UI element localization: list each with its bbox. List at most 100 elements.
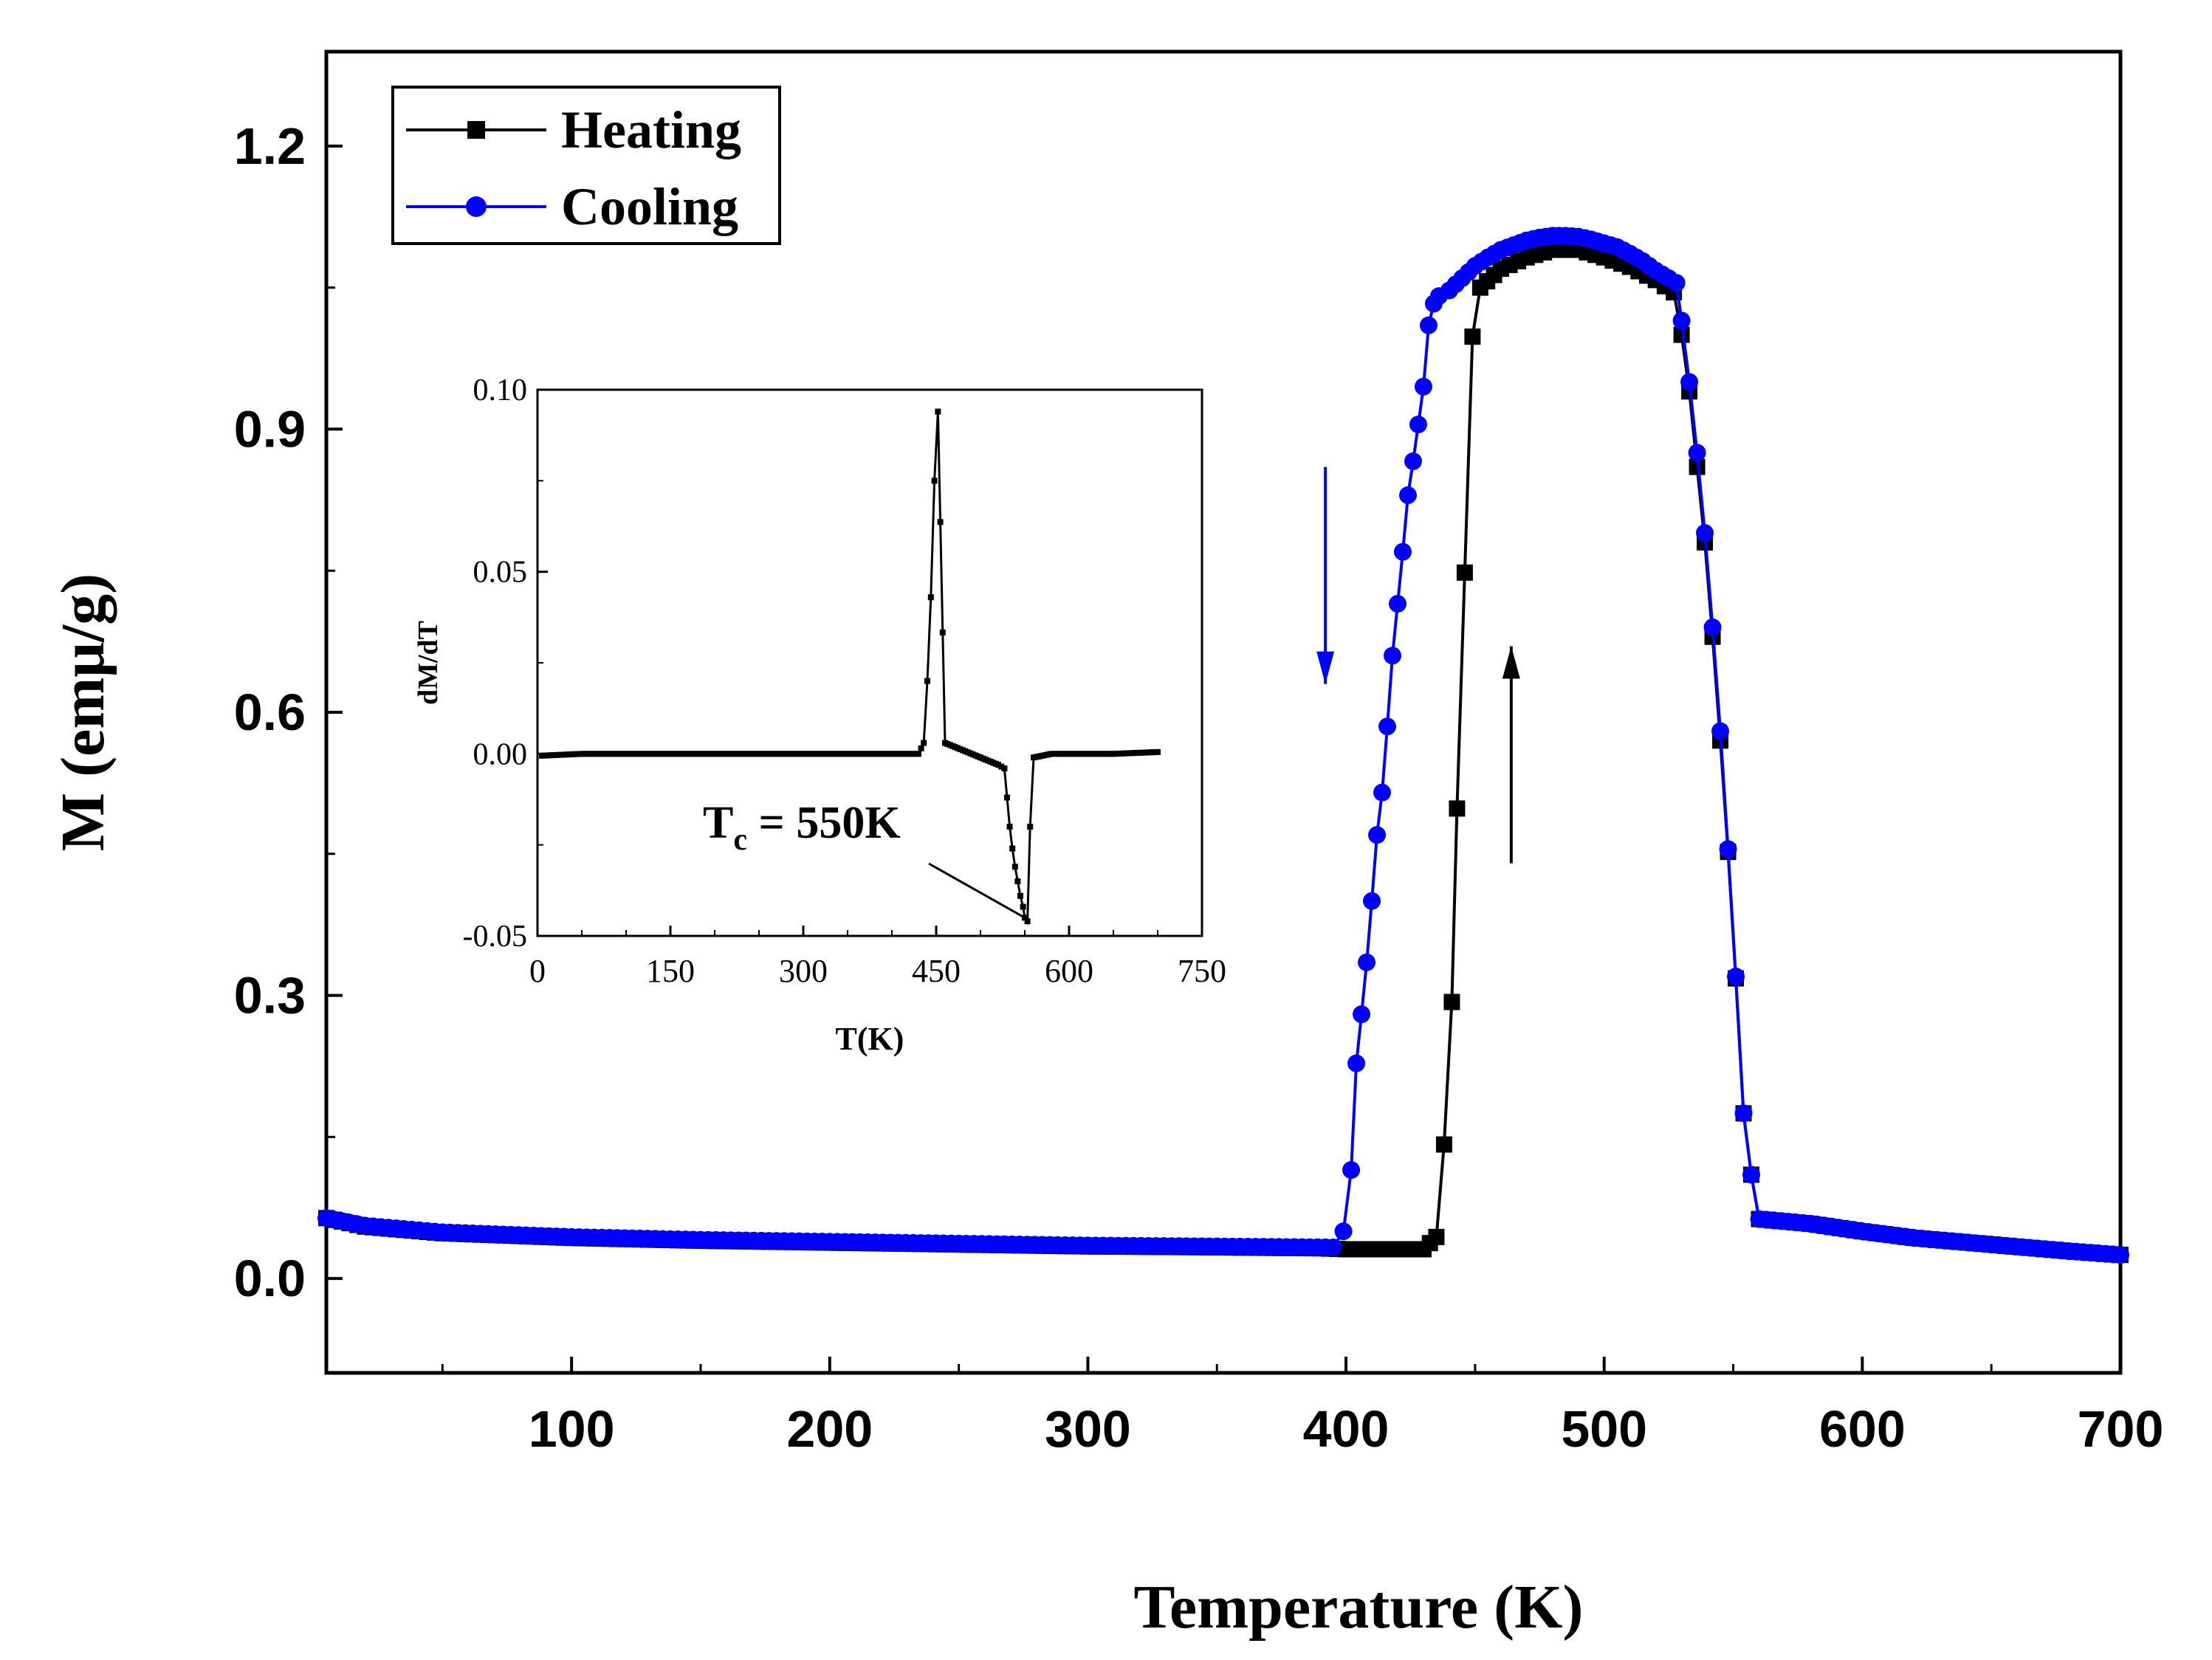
y-tick-label: 0.3 (234, 967, 306, 1024)
x-axis-label: Temperature (K) (1134, 1573, 1584, 1642)
x-tick-label: 500 (1561, 1400, 1647, 1458)
y-axis-label: M (emμ/g) (49, 574, 117, 851)
series-cooling (317, 227, 2129, 1264)
inset-y-axis-label: dM/dT (413, 621, 444, 705)
inset-x-tick-label: 450 (912, 953, 961, 989)
data-point-cooling (1324, 1238, 1342, 1256)
cooling-arrow-head (1316, 651, 1335, 684)
data-point-cooling (1672, 311, 1691, 330)
data-point-cooling (1409, 416, 1427, 434)
inset-data-point (939, 629, 946, 636)
legend-box (391, 86, 781, 245)
inset-x-tick-label: 0 (529, 953, 546, 989)
inset-data-point (1004, 794, 1010, 801)
data-point-cooling (1334, 1222, 1353, 1241)
legend-heating-label: Heating (561, 100, 741, 159)
data-point-cooling (1368, 826, 1387, 844)
data-point-cooling (1703, 618, 1722, 636)
inset-data-point (918, 745, 924, 751)
inset-x-tick-label: 750 (1178, 953, 1226, 989)
data-point-cooling (1719, 840, 1737, 858)
data-point-cooling (1742, 1165, 1761, 1184)
inset-tc-annotation: Tc = 550K (703, 798, 901, 857)
legend-heating-marker (467, 121, 485, 139)
data-point-cooling (1347, 1054, 1366, 1072)
inset-data-point (916, 751, 921, 757)
data-point-cooling (1342, 1161, 1361, 1179)
data-point-cooling (2112, 1246, 2129, 1264)
inset-y-tick-label: 0.10 (473, 373, 528, 407)
data-point-heating (1443, 993, 1460, 1010)
inset-series-layer (539, 408, 1161, 925)
inset-tc-pointer (928, 862, 1026, 919)
inset-data-point (1027, 824, 1034, 830)
data-point-cooling (1419, 316, 1438, 334)
direction-arrows (1316, 466, 1520, 864)
data-point-cooling (1696, 524, 1714, 543)
inset-data-point (995, 762, 1001, 768)
heating-arrow-head (1502, 646, 1520, 679)
data-point-heating (1456, 564, 1473, 581)
data-point-cooling (1353, 1005, 1371, 1024)
data-point-heating (1449, 800, 1466, 817)
data-point-heating (1673, 326, 1690, 343)
inset-data-point (998, 763, 1005, 770)
data-point-cooling (1667, 274, 1686, 292)
inset-data-point (927, 594, 934, 601)
data-point-cooling (1389, 594, 1407, 613)
inset-data-point (921, 740, 927, 746)
inset-tc-value: = 550K (747, 798, 901, 848)
y-tick-label: 1.2 (234, 117, 306, 175)
x-tick-label: 600 (1819, 1400, 1906, 1458)
inset-y-tick-label: 0.05 (473, 556, 528, 590)
legend-cooling-label: Cooling (561, 177, 738, 236)
data-point-cooling (1734, 1104, 1753, 1123)
inset-x-tick-label: 600 (1045, 953, 1093, 989)
inset-data-point (924, 678, 930, 684)
data-point-cooling (1373, 783, 1392, 802)
inset-data-point (1024, 918, 1031, 925)
data-point-cooling (1384, 647, 1402, 665)
inset-x-axis-label: T(K) (836, 1021, 904, 1057)
legend: Heating Cooling (391, 86, 781, 245)
inset-data-point (1009, 845, 1016, 852)
inset-data-point (1001, 765, 1008, 772)
inset-x-tick-label: 150 (646, 953, 695, 989)
inset-data-point (1017, 892, 1023, 899)
data-point-cooling (1680, 373, 1699, 391)
data-point-cooling (1394, 543, 1412, 561)
data-point-cooling (1727, 968, 1745, 985)
data-point-cooling (1398, 486, 1417, 504)
inset-axis-ticks: 0 150 300 450 600 750 -0.05 0.00 0.05 0.10 (463, 373, 1227, 989)
data-point-cooling (1358, 953, 1376, 971)
inset-data-point (935, 408, 941, 415)
inset-y-tick-label: 0.00 (473, 737, 528, 771)
main-axis-ticks: 100 200 300 400 500 600 700 0.0 0.3 0.6 0.9 1.2 (234, 117, 2164, 1458)
data-point-cooling (1688, 444, 1706, 462)
main-series-layer (317, 227, 2129, 1264)
y-tick-label: 0.6 (234, 683, 306, 741)
inset-data-point (937, 519, 944, 526)
data-point-cooling (1404, 452, 1422, 470)
x-tick-label: 400 (1303, 1400, 1390, 1458)
legend-cooling-marker (466, 196, 487, 217)
x-tick-label: 300 (1045, 1400, 1131, 1458)
y-tick-label: 0.0 (234, 1250, 306, 1307)
inset-x-tick-label: 300 (779, 953, 828, 989)
inset-data-point (1006, 824, 1013, 830)
inset-tc-subscript: c (733, 823, 747, 857)
y-tick-label: 0.9 (234, 400, 306, 458)
inset-frame (536, 388, 1203, 937)
inset-data-point (1020, 903, 1026, 910)
x-tick-label: 700 (2078, 1400, 2164, 1458)
data-point-cooling (1363, 892, 1381, 910)
inset-data-point (1155, 748, 1161, 755)
inset-tc-symbol: T (703, 798, 733, 848)
data-point-cooling (1378, 717, 1397, 736)
inset-data-point (1011, 864, 1018, 870)
data-point-heating (1464, 328, 1481, 345)
data-point-cooling (1711, 722, 1730, 740)
data-point-heating (1428, 1228, 1445, 1245)
x-tick-label: 200 (786, 1400, 873, 1458)
inset-y-tick-label: -0.05 (463, 920, 528, 954)
